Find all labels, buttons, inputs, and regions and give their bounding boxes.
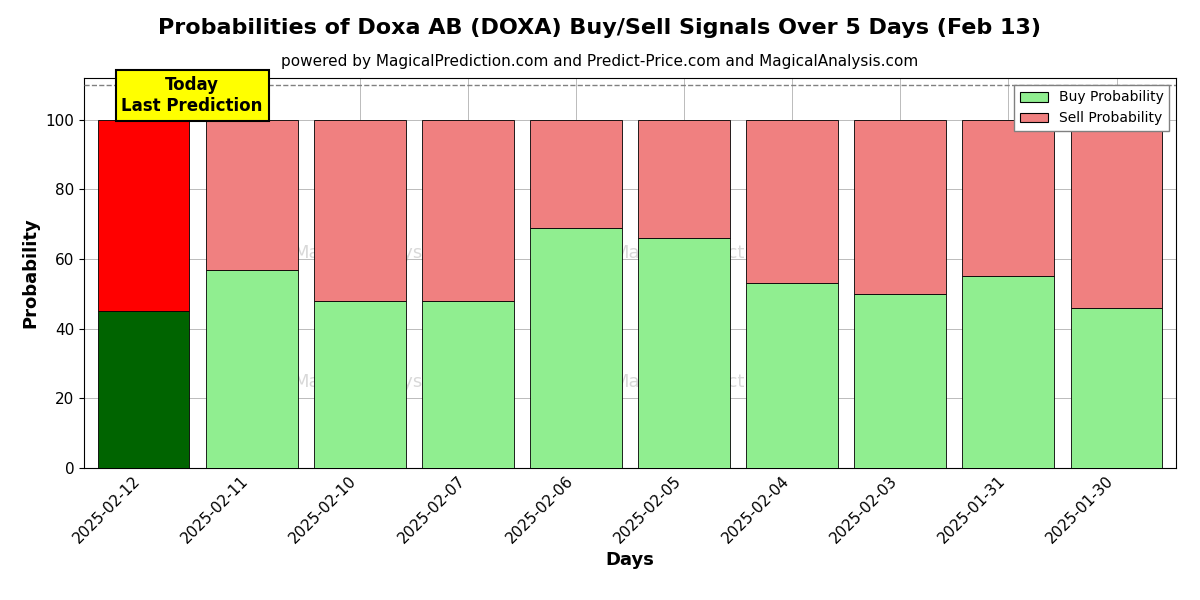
Bar: [530, 228, 622, 468]
Text: MagicalAnalysis.co: MagicalAnalysis.co: [294, 373, 464, 391]
X-axis label: Days: Days: [606, 551, 654, 569]
Bar: [962, 120, 1055, 277]
Text: powered by MagicalPrediction.com and Predict-Price.com and MagicalAnalysis.com: powered by MagicalPrediction.com and Pre…: [281, 54, 919, 69]
Text: MagicalPrediction.co: MagicalPrediction.co: [613, 245, 799, 263]
Bar: [1070, 308, 1163, 468]
Bar: [97, 120, 190, 311]
Bar: [746, 120, 838, 283]
Bar: [205, 120, 298, 269]
Bar: [422, 301, 514, 468]
Text: MagicalAnalysis.co: MagicalAnalysis.co: [294, 245, 464, 263]
Bar: [1070, 120, 1163, 308]
Text: Today
Last Prediction: Today Last Prediction: [121, 76, 263, 115]
Bar: [313, 120, 406, 301]
Bar: [638, 238, 730, 468]
Bar: [854, 294, 947, 468]
Bar: [313, 301, 406, 468]
Text: Probabilities of Doxa AB (DOXA) Buy/Sell Signals Over 5 Days (Feb 13): Probabilities of Doxa AB (DOXA) Buy/Sell…: [158, 18, 1042, 38]
Bar: [205, 269, 298, 468]
Bar: [422, 120, 514, 301]
Bar: [962, 277, 1055, 468]
Bar: [97, 311, 190, 468]
Legend: Buy Probability, Sell Probability: Buy Probability, Sell Probability: [1014, 85, 1169, 131]
Bar: [638, 120, 730, 238]
Bar: [530, 120, 622, 228]
Y-axis label: Probability: Probability: [22, 218, 40, 328]
Bar: [854, 120, 947, 294]
Bar: [746, 283, 838, 468]
Text: MagicalPrediction.co: MagicalPrediction.co: [613, 373, 799, 391]
